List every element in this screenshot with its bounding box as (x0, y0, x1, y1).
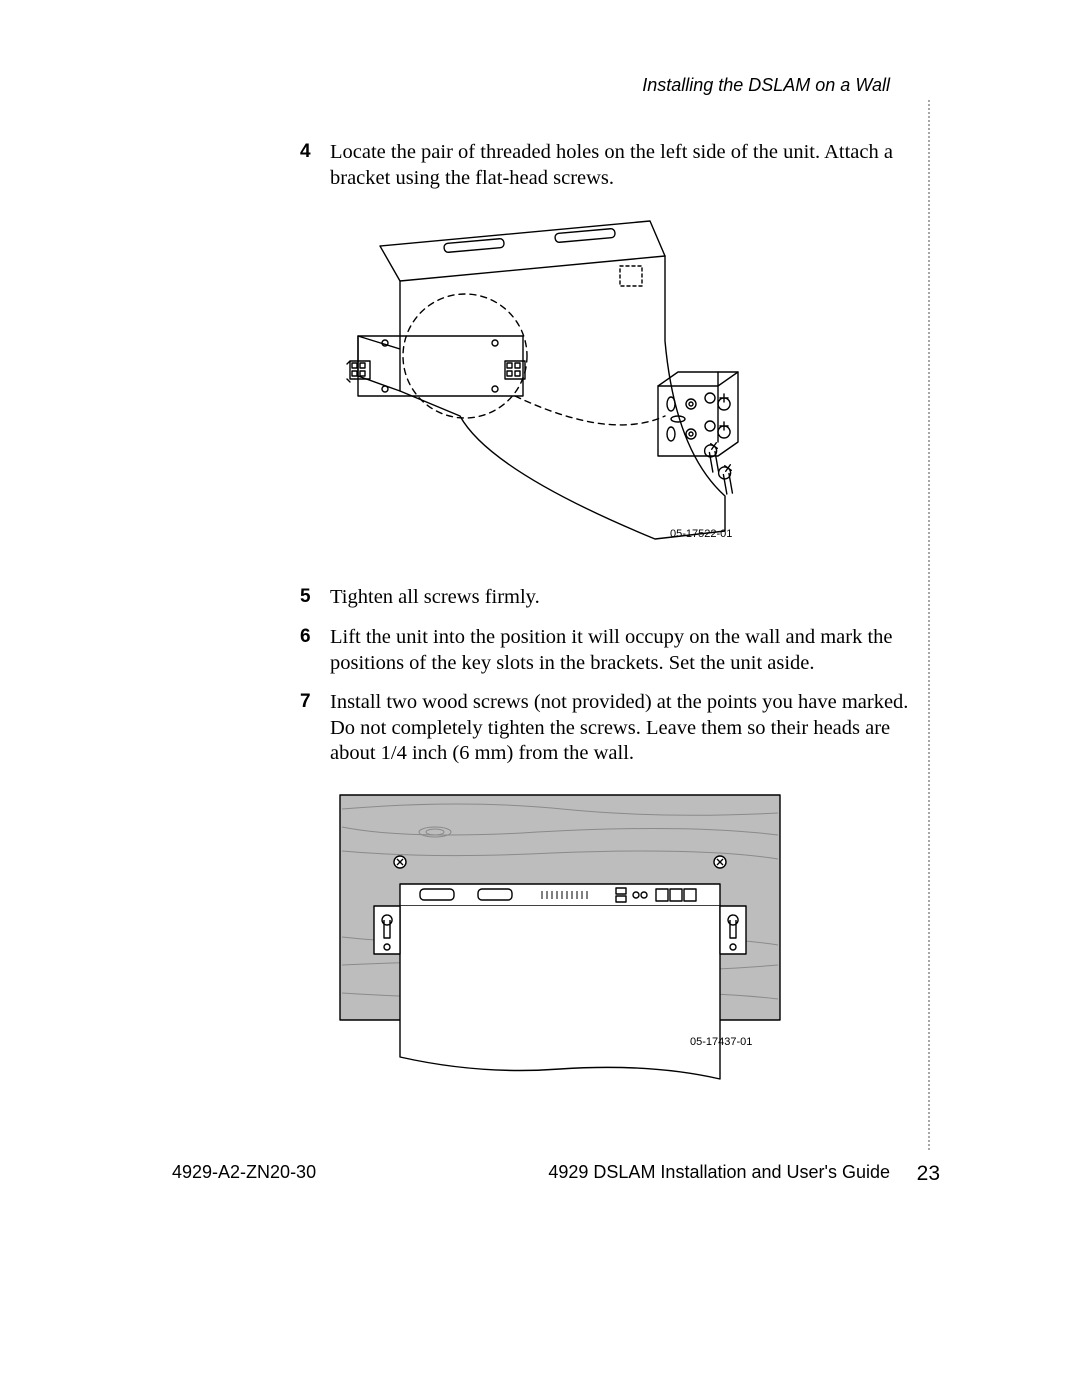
step-number: 4 (300, 140, 330, 191)
step-number: 6 (300, 625, 330, 676)
step-6: 6 Lift the unit into the position it wil… (300, 625, 920, 676)
step-text: Install two wood screws (not provided) a… (330, 690, 920, 767)
doc-number: 4929-A2-ZN20-30 (172, 1162, 316, 1183)
step-text: Locate the pair of threaded holes on the… (330, 140, 920, 191)
running-header: Installing the DSLAM on a Wall (642, 75, 890, 96)
step-number: 5 (300, 585, 330, 611)
book-title: 4929 DSLAM Installation and User's Guide (548, 1162, 890, 1183)
step-5: 5 Tighten all screws firmly. (300, 585, 920, 611)
figure-wall-mount: 05-17437-01 (330, 787, 920, 1087)
step-4: 4 Locate the pair of threaded holes on t… (300, 140, 920, 191)
svg-text:05-17522-01: 05-17522-01 (670, 528, 732, 540)
step-7: 7 Install two wood screws (not provided)… (300, 690, 920, 767)
step-number: 7 (300, 690, 330, 767)
page: Installing the DSLAM on a Wall 4 Locate … (0, 0, 1080, 1397)
margin-rule (928, 100, 930, 1150)
svg-text:05-17437-01: 05-17437-01 (690, 1036, 752, 1048)
content-area: 4 Locate the pair of threaded holes on t… (300, 140, 920, 1121)
page-number: 23 (917, 1162, 940, 1186)
figure-bracket-detail: 05-17522-01 (330, 211, 920, 551)
step-text: Tighten all screws firmly. (330, 585, 920, 611)
step-text: Lift the unit into the position it will … (330, 625, 920, 676)
